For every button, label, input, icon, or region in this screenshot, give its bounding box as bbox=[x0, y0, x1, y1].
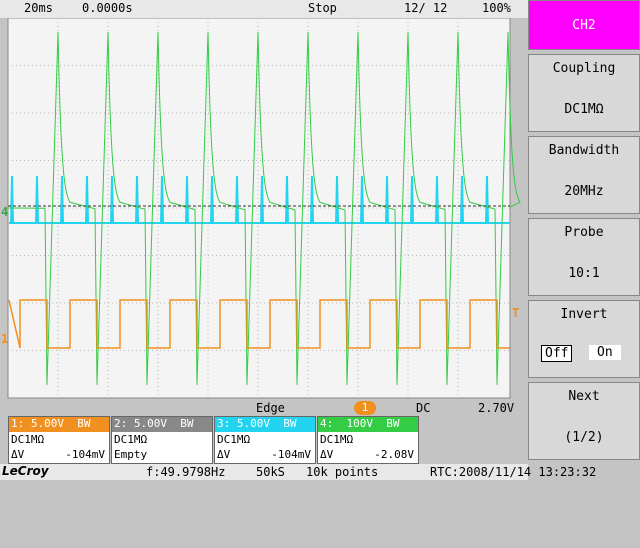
delay: 0.0000s bbox=[82, 1, 133, 15]
channel-value: -2.08V bbox=[374, 448, 414, 461]
value: 20MHz bbox=[564, 184, 604, 199]
channel-header: 4: 100V BW bbox=[318, 417, 418, 432]
grid bbox=[8, 18, 510, 398]
label: Next bbox=[568, 389, 600, 404]
invert-button[interactable]: Invert Off On bbox=[528, 300, 640, 378]
value: 10:1 bbox=[568, 266, 600, 281]
frequency: f:49.9798Hz bbox=[146, 465, 226, 479]
ch3-trace bbox=[9, 175, 510, 224]
channel-box: 2: 5.00V BW DC1MΩ Empty bbox=[111, 416, 213, 464]
run-state: Stop bbox=[308, 1, 337, 15]
trigger-level-text: 2.70V bbox=[478, 401, 515, 415]
scope-screen: 20ms 0.0000s Stop 12/ 12 100% 1 4 T Edge… bbox=[0, 0, 640, 480]
invert-off[interactable]: Off bbox=[541, 345, 573, 362]
channel-header: 2: 5.00V BW bbox=[112, 417, 212, 432]
channel-coupling: DC1MΩ bbox=[217, 433, 251, 446]
channel-box: 3: 5.00V BW DC1MΩ ΔV -104mV bbox=[214, 416, 316, 464]
bandwidth-button[interactable]: Bandwidth 20MHz bbox=[528, 136, 640, 214]
channel-delta: ΔV bbox=[217, 448, 231, 461]
acq-count: 12/ 12 bbox=[404, 1, 448, 15]
waveform-area bbox=[7, 18, 521, 399]
points: 10k points bbox=[306, 465, 379, 479]
ch1-marker: 1 bbox=[1, 332, 9, 346]
brand: LeCroy bbox=[2, 464, 49, 478]
menu-title[interactable]: CH2 bbox=[528, 0, 640, 50]
coupling-button[interactable]: Coupling DC1MΩ bbox=[528, 54, 640, 132]
channel-box: 4: 100V BW DC1MΩ ΔV -2.08V bbox=[317, 416, 419, 464]
rtc: RTC:2008/11/14 13:23:32 bbox=[430, 465, 597, 479]
next-button[interactable]: Next (1/2) bbox=[528, 382, 640, 460]
trigger-marker: T bbox=[512, 306, 520, 320]
battery: 100% bbox=[482, 1, 511, 15]
timebase: 20ms bbox=[24, 1, 53, 15]
trigger-source: 1 bbox=[354, 401, 376, 415]
trigger-type: Edge bbox=[256, 401, 285, 415]
invert-on[interactable]: On bbox=[589, 345, 621, 360]
ch4-marker: 4 bbox=[1, 205, 9, 219]
channel-delta: ΔV bbox=[11, 448, 25, 461]
ch4-trace bbox=[8, 31, 521, 386]
channel-box: 1: 5.00V BW DC1MΩ ΔV -104mV bbox=[8, 416, 110, 464]
value: DC1MΩ bbox=[564, 102, 604, 117]
channel-header: 1: 5.00V BW bbox=[9, 417, 109, 432]
label: Invert bbox=[560, 307, 608, 322]
probe-button[interactable]: Probe 10:1 bbox=[528, 218, 640, 296]
value: (1/2) bbox=[564, 430, 604, 445]
footer: LeCroy f:49.9798Hz 50kS 10k points RTC:2… bbox=[0, 464, 596, 480]
ch1-trace bbox=[8, 299, 510, 349]
channel-coupling: DC1MΩ bbox=[114, 433, 148, 446]
top-bar: 20ms 0.0000s Stop 12/ 12 100% bbox=[0, 0, 528, 18]
channel-delta: ΔV bbox=[320, 448, 334, 461]
channel-value: -104mV bbox=[65, 448, 105, 461]
channel-value: -104mV bbox=[271, 448, 311, 461]
trigger-coupling: DC bbox=[416, 401, 431, 415]
label: Coupling bbox=[552, 61, 616, 76]
sample-rate: 50kS bbox=[256, 465, 285, 479]
channel-coupling: DC1MΩ bbox=[320, 433, 354, 446]
label: Bandwidth bbox=[548, 143, 620, 158]
label: Probe bbox=[564, 225, 604, 240]
channel-header: 3: 5.00V BW bbox=[215, 417, 315, 432]
channel-coupling: DC1MΩ bbox=[11, 433, 45, 446]
channel-delta: Empty bbox=[114, 448, 148, 461]
